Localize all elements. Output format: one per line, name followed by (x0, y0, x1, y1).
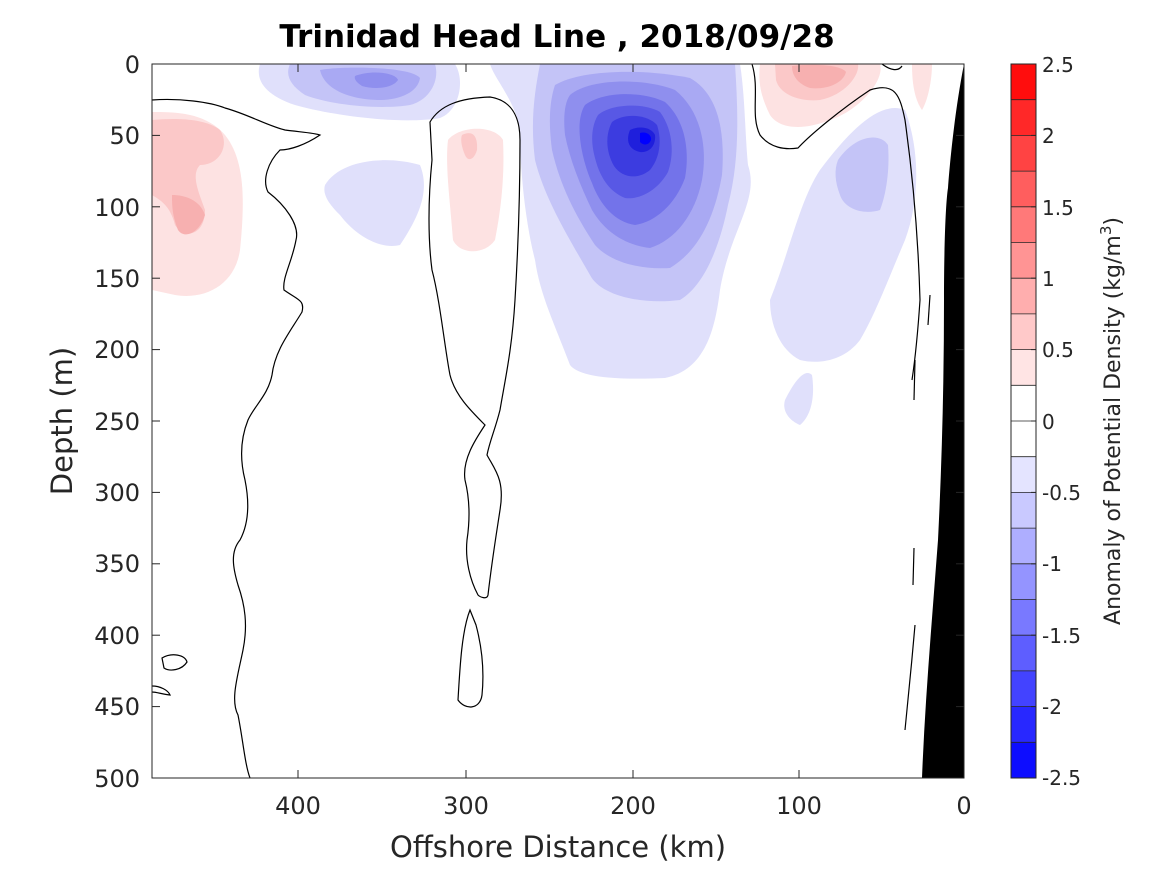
colorbar-label-text: Anomaly of Potential Density (kg/m (1101, 235, 1126, 625)
zero-contour-coast-3 (912, 547, 915, 586)
y-tick-label: 350 (94, 550, 140, 578)
zero-contour-300 (428, 96, 521, 599)
y-tick-label: 100 (94, 194, 140, 222)
colorbar-step (1011, 242, 1036, 279)
y-axis-label: Depth (m) (45, 347, 79, 495)
positive-anomaly-center-east (792, 64, 846, 89)
anomaly-fills (152, 64, 932, 425)
colorbar-ticks (1031, 63, 1036, 779)
colorbar-step (1011, 206, 1036, 243)
y-axis: 0 50 100 150 200 250 300 350 400 450 500 (94, 51, 964, 793)
colorbar-step (1011, 278, 1036, 315)
land-mask (922, 64, 964, 778)
colorbar-step (1011, 670, 1036, 708)
colorbar-step (1011, 492, 1036, 529)
colorbar-step (1011, 349, 1036, 386)
x-tick-label: 300 (443, 792, 489, 820)
y-tick-label: 150 (94, 265, 140, 293)
x-tick-label: 100 (776, 792, 822, 820)
colorbar-tick-label: 0.5 (1042, 338, 1074, 362)
negative-anomaly-center-350 (354, 72, 398, 88)
colorbar-step (1011, 706, 1036, 743)
positive-anomaly-center-west (172, 195, 205, 235)
colorbar-tick-label: 1.5 (1042, 196, 1074, 220)
colorbar-tick-label: 1 (1042, 267, 1055, 291)
colorbar-tick-label: 2 (1042, 124, 1055, 148)
colorbar-step (1011, 635, 1036, 672)
y-tick-label: 500 (94, 765, 140, 793)
colorbar-step (1011, 171, 1036, 208)
zero-contours (151, 63, 931, 779)
colorbar-step (1011, 135, 1036, 172)
colorbar-tick-label: -1 (1042, 552, 1062, 576)
colorbar: 2.5 2 1.5 1 0.5 0 -0.5 -1 -1.5 -2 -2.5 A… (1010, 53, 1126, 790)
y-tick-label: 450 (94, 693, 140, 721)
colorbar-tick-label: -1.5 (1042, 624, 1081, 648)
x-axis-label: Offshore Distance (km) (390, 830, 726, 864)
colorbar-tick-label: -2 (1042, 695, 1062, 719)
zero-contour-400km-deep (457, 608, 484, 708)
colorbar-step (1011, 64, 1036, 101)
colorbar-tick-label: -0.5 (1042, 481, 1081, 505)
chart-title: Trinidad Head Line , 2018/09/28 (279, 19, 834, 55)
zero-contour-east (751, 63, 921, 381)
colorbar-label-close: ) (1101, 217, 1126, 226)
negative-anomaly-patch-100 (784, 372, 814, 425)
colorbar-step (1011, 421, 1036, 458)
y-tick-label: 200 (94, 336, 140, 364)
colorbar-step (1011, 742, 1036, 779)
negative-anomaly-patch-360 (324, 160, 424, 246)
x-tick-label: 200 (610, 792, 656, 820)
colorbar-step (1011, 563, 1036, 600)
colorbar-step (1011, 528, 1036, 565)
zero-contour-east-top (881, 63, 903, 71)
zero-contour-coast-2 (913, 359, 916, 401)
colorbar-step (1011, 313, 1036, 351)
zero-contour-coast-1 (927, 294, 931, 326)
positive-anomaly-sliver (912, 64, 932, 110)
colorbar-tick-label: 2.5 (1042, 53, 1074, 77)
zero-contour-west (151, 98, 322, 779)
colorbar-label: Anomaly of Potential Density (kg/m3) (1097, 217, 1126, 625)
y-tick-label: 300 (94, 479, 140, 507)
colorbar-steps (1011, 64, 1036, 779)
colorbar-step (1011, 599, 1036, 636)
y-tick-label: 50 (109, 122, 140, 150)
zero-contour-west-edge (151, 685, 171, 696)
colorbar-label-sup: 3 (1097, 226, 1115, 236)
colorbar-step (1011, 456, 1036, 493)
positive-anomaly-patch-290 (447, 128, 504, 252)
colorbar-tick-label: 0 (1042, 410, 1055, 434)
x-tick-label: 0 (956, 792, 971, 820)
y-tick-label: 250 (94, 408, 140, 436)
colorbar-step (1011, 99, 1036, 136)
x-tick-label: 400 (275, 792, 321, 820)
y-tick-label: 0 (125, 51, 140, 79)
positive-anomaly-core-290 (461, 133, 478, 160)
negative-anomaly-eddy-center (640, 132, 652, 145)
x-axis: 400 300 200 100 0 (275, 64, 972, 820)
zero-contour-west-blob (161, 654, 188, 671)
zero-contour-coast-4 (904, 624, 916, 731)
positive-anomaly-core-west (152, 119, 224, 234)
y-tick-label: 400 (94, 622, 140, 650)
colorbar-tick-label: -2.5 (1042, 766, 1081, 790)
colorbar-step (1011, 385, 1036, 422)
negative-anomaly-core-east (835, 137, 889, 212)
